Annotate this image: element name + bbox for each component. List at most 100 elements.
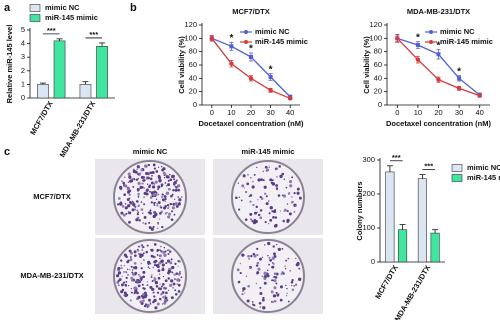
marker [436,52,441,57]
colony-dot [272,216,275,219]
colony-dot [122,181,126,185]
colony-dot [177,283,181,287]
colony-dot [153,299,156,303]
colony-dot [257,178,261,182]
colony-dot [294,205,297,208]
colony-dot [277,247,281,251]
colony-dot [136,187,140,192]
y-tick-label: 120 [369,20,382,29]
row-label: MCF7/DTX [33,192,71,201]
colony-dot [157,276,161,280]
colony-dot [156,302,160,306]
colony-dot [134,254,137,257]
colony-dot [271,179,274,182]
x-tick-label: 30 [266,108,274,117]
y-tick-label: 60 [189,60,197,69]
colony-dot [171,174,175,179]
colony-dot [157,193,160,196]
y-tick-label: 20 [189,87,197,96]
colony-dot [137,279,140,282]
colony-dot [145,303,147,306]
colony-dot [261,275,264,278]
colony-dot [127,273,130,276]
colony-dot [167,206,170,208]
colony-dot [284,267,287,270]
colony-dot [256,253,259,257]
colony-dot [247,284,250,288]
colony-dot [177,184,181,188]
colony-dot [158,297,162,301]
colony-dot [123,291,127,295]
colony-dot [288,212,292,216]
colony-dot [134,271,138,275]
colony-dot [263,244,266,246]
column-label: mimic NC [133,147,168,156]
colony-dot [264,165,268,169]
colony-dot [252,220,257,225]
colony-dot [273,272,277,276]
colony-dot [271,265,275,269]
colony-dot [153,202,156,205]
colony-dot [150,248,154,252]
colony-dot [171,210,174,213]
colony-dot [136,291,139,295]
colony-dot [124,203,127,205]
colony-dot [164,296,168,300]
colony-dot [137,178,140,180]
colony-dot [167,253,170,256]
colony-dot [288,179,293,184]
colony-dot [143,164,148,168]
colony-dot [171,265,175,270]
colony-dot [151,185,156,189]
colony-dot [286,209,289,213]
colony-dot [152,225,155,229]
colony-dot [177,188,181,192]
colony-dot [123,193,126,197]
colony-dot [177,202,181,206]
colony-dot [130,278,134,282]
colony-dot [285,186,288,189]
colony-dot [268,223,270,225]
colony-dot [147,266,150,268]
colony-dot [149,302,152,304]
colony-dot [259,216,263,220]
colony-dot [124,206,128,210]
x-tick-label: 10 [227,108,235,117]
marker [268,75,273,79]
y-tick-label: 100 [362,223,375,232]
colony-dot [271,210,274,213]
marker [209,36,214,41]
colony-dot [128,220,131,224]
colony-dot [133,205,135,208]
x-tick-label: 30 [455,108,463,117]
colony-dot [164,250,167,253]
colony-dot [156,248,160,252]
colony-dot [168,212,171,216]
colony-dot [158,218,161,220]
legend-label: mimic NC [45,3,80,12]
colony-dot [149,263,152,265]
legend-marker [429,40,433,44]
y-tick-label: 200 [362,189,375,198]
colony-dot [259,209,263,212]
colony-dot [123,253,127,257]
colony-dot [277,194,281,197]
bar [430,232,440,263]
colony-dot [253,211,257,215]
colony-dot [168,283,173,288]
colony-dot [162,275,165,278]
colony-dot [143,215,147,219]
colony-dot [154,280,159,285]
legend-marker [244,30,248,34]
colony-dot [296,261,300,265]
colony-dot [155,198,158,201]
colony-dot [173,198,176,200]
x-axis-label: Docetaxel concentration (nM) [386,119,492,128]
colony-dot [131,200,134,203]
x-tick-label: 0 [210,108,214,117]
colony-dot [148,298,151,302]
significance-label: * [457,66,461,77]
colony-dot [262,306,266,310]
colony-dot [271,300,275,304]
panel-label: b [130,2,137,14]
